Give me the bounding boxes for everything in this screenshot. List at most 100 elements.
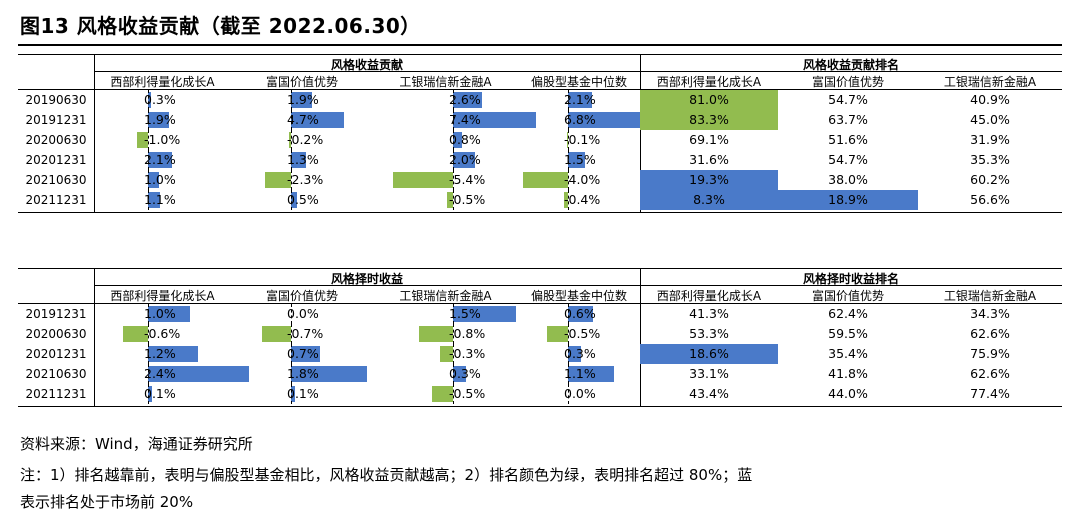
rank-cell: 81.0% xyxy=(640,90,778,110)
header-rule xyxy=(18,89,1062,90)
bar-cell: -2.3% xyxy=(231,170,373,190)
bar-value-label: 1.8% xyxy=(287,366,319,381)
negative-bar xyxy=(447,192,453,208)
bar-axis xyxy=(568,304,569,324)
positive-bar xyxy=(148,172,160,188)
bar-axis xyxy=(148,364,149,384)
bar-cell: 1.0% xyxy=(94,304,231,324)
row-date: 20190630 xyxy=(25,93,87,107)
bar-cell: -0.5% xyxy=(373,384,518,404)
top-rule xyxy=(18,268,1062,269)
column-header: 偏股型基金中位数 xyxy=(530,75,627,89)
bar-cell: 1.5% xyxy=(518,150,640,170)
positive-bar xyxy=(148,346,199,362)
bar-axis xyxy=(568,110,569,130)
positive-bar xyxy=(291,92,313,108)
bar-axis xyxy=(453,324,454,344)
bar-axis xyxy=(148,110,149,130)
bar-axis xyxy=(453,150,454,170)
bar-cell: 1.9% xyxy=(231,90,373,110)
group-header-left: 风格择时收益 xyxy=(330,272,403,286)
rank-cell: 35.3% xyxy=(970,152,1010,167)
bar-value-label: -4.0% xyxy=(564,172,601,187)
bar-cell: 0.6% xyxy=(518,304,640,324)
bar-axis xyxy=(291,344,292,364)
negative-bar xyxy=(563,192,568,208)
bar-axis xyxy=(568,150,569,170)
rank-cell: 41.8% xyxy=(828,366,868,381)
note-line-1: 注：1）排名越靠前，表明与偏股型基金相比，风格收益贡献越高；2）排名颜色为绿，表… xyxy=(20,466,753,484)
date-column-separator xyxy=(94,268,95,406)
row-date: 20210630 xyxy=(25,173,87,187)
rank-cell: 44.0% xyxy=(828,386,868,401)
bar-axis xyxy=(148,170,149,190)
rank-cell: 69.1% xyxy=(689,132,729,147)
bar-value-label: 2.6% xyxy=(449,92,481,107)
bar-axis xyxy=(453,90,454,110)
bar-axis xyxy=(291,384,292,404)
positive-bar xyxy=(148,192,161,208)
bar-axis xyxy=(453,110,454,130)
bar-axis xyxy=(568,344,569,364)
bar-axis xyxy=(568,130,569,150)
negative-bar xyxy=(265,172,291,188)
bar-cell: 1.9% xyxy=(94,110,231,130)
column-header: 西部利得量化成长A xyxy=(110,289,215,303)
rank-cell: 31.9% xyxy=(970,132,1010,147)
bar-axis xyxy=(453,304,454,324)
bar-cell: 0.0% xyxy=(231,304,373,324)
row-date: 20191231 xyxy=(25,113,87,127)
negative-bar xyxy=(122,326,148,342)
positive-bar xyxy=(453,306,516,322)
bar-value-label: -0.3% xyxy=(449,346,486,361)
bar-cell: 0.3% xyxy=(373,364,518,384)
bar-axis xyxy=(568,90,569,110)
bar-value-label: 0.6% xyxy=(564,306,596,321)
rank-cell: 35.4% xyxy=(828,346,868,361)
bar-value-label: -0.6% xyxy=(144,326,181,341)
bar-cell: -0.2% xyxy=(231,130,373,150)
bar-axis xyxy=(148,90,149,110)
rank-column-separator xyxy=(640,268,641,406)
row-date: 20211231 xyxy=(25,193,87,207)
date-column-separator xyxy=(94,54,95,212)
source-note: 资料来源：Wind，海通证券研究所 xyxy=(20,435,253,453)
bar-cell: -0.1% xyxy=(518,130,640,150)
bar-value-label: -0.5% xyxy=(564,326,601,341)
bar-value-label: 2.4% xyxy=(144,366,176,381)
bar-axis xyxy=(291,304,292,324)
rank-cell: 18.6% xyxy=(640,344,778,364)
positive-bar xyxy=(568,346,581,362)
bar-axis xyxy=(453,190,454,210)
bar-value-label: 7.4% xyxy=(449,112,481,127)
bar-axis xyxy=(568,170,569,190)
group-header-left: 风格收益贡献 xyxy=(330,58,403,72)
bar-value-label: -0.2% xyxy=(287,132,324,147)
bar-cell: -0.3% xyxy=(373,344,518,364)
row-date: 20200630 xyxy=(25,327,87,341)
bar-axis xyxy=(291,110,292,130)
rank-cell: 33.1% xyxy=(689,366,729,381)
negative-bar xyxy=(261,326,291,342)
rank-cell: 41.3% xyxy=(689,306,729,321)
positive-bar xyxy=(453,132,462,148)
bar-cell: 2.4% xyxy=(94,364,249,384)
rank-column-header: 西部利得量化成长A xyxy=(656,75,762,89)
bar-cell: -0.6% xyxy=(94,324,231,344)
bar-cell: 1.5% xyxy=(373,304,518,324)
bar-cell: 1.0% xyxy=(94,170,231,190)
negative-bar xyxy=(136,132,148,148)
column-header: 工银瑞信新金融A xyxy=(399,289,492,303)
group-rule xyxy=(94,71,1062,72)
bar-cell: 6.8% xyxy=(518,110,645,130)
bar-cell: 0.3% xyxy=(94,90,231,110)
bar-cell: 0.0% xyxy=(518,384,640,404)
bar-cell: -0.8% xyxy=(373,324,518,344)
rank-cell: 40.9% xyxy=(970,92,1010,107)
rank-cell: 18.9% xyxy=(778,190,918,210)
positive-bar xyxy=(568,112,645,128)
bar-value-label: 2.1% xyxy=(564,92,596,107)
bottom-rule xyxy=(18,212,1062,213)
positive-bar xyxy=(453,366,466,382)
positive-bar xyxy=(291,386,296,402)
